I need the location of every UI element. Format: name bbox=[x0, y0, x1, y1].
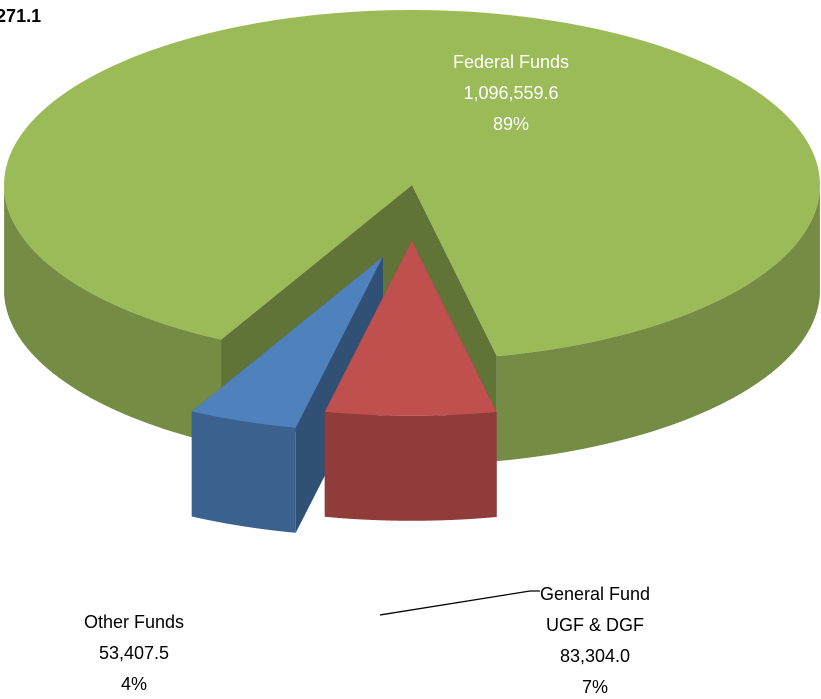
data-label: 7% bbox=[582, 677, 608, 697]
slice-top bbox=[191, 256, 383, 428]
data-label: UGF & DGF bbox=[546, 615, 644, 635]
leader-line bbox=[379, 590, 540, 616]
data-label: 89% bbox=[493, 114, 529, 134]
data-label: 4% bbox=[121, 674, 147, 694]
slice bbox=[324, 240, 497, 521]
data-label: 83,304.0 bbox=[560, 646, 630, 666]
slice-side bbox=[4, 188, 222, 445]
data-label: General Fund bbox=[540, 584, 650, 604]
slice-side bbox=[324, 411, 497, 521]
chart-title: 1,233,271.1 bbox=[0, 6, 41, 26]
slice-top bbox=[4, 10, 820, 357]
slice-top bbox=[324, 240, 497, 416]
data-label: Federal Funds bbox=[453, 52, 569, 72]
data-label: Other Funds bbox=[84, 612, 184, 632]
slice-side bbox=[496, 188, 820, 462]
data-label: 53,407.5 bbox=[99, 643, 169, 663]
data-label: 1,096,559.6 bbox=[463, 83, 558, 103]
slice-side bbox=[191, 411, 296, 533]
